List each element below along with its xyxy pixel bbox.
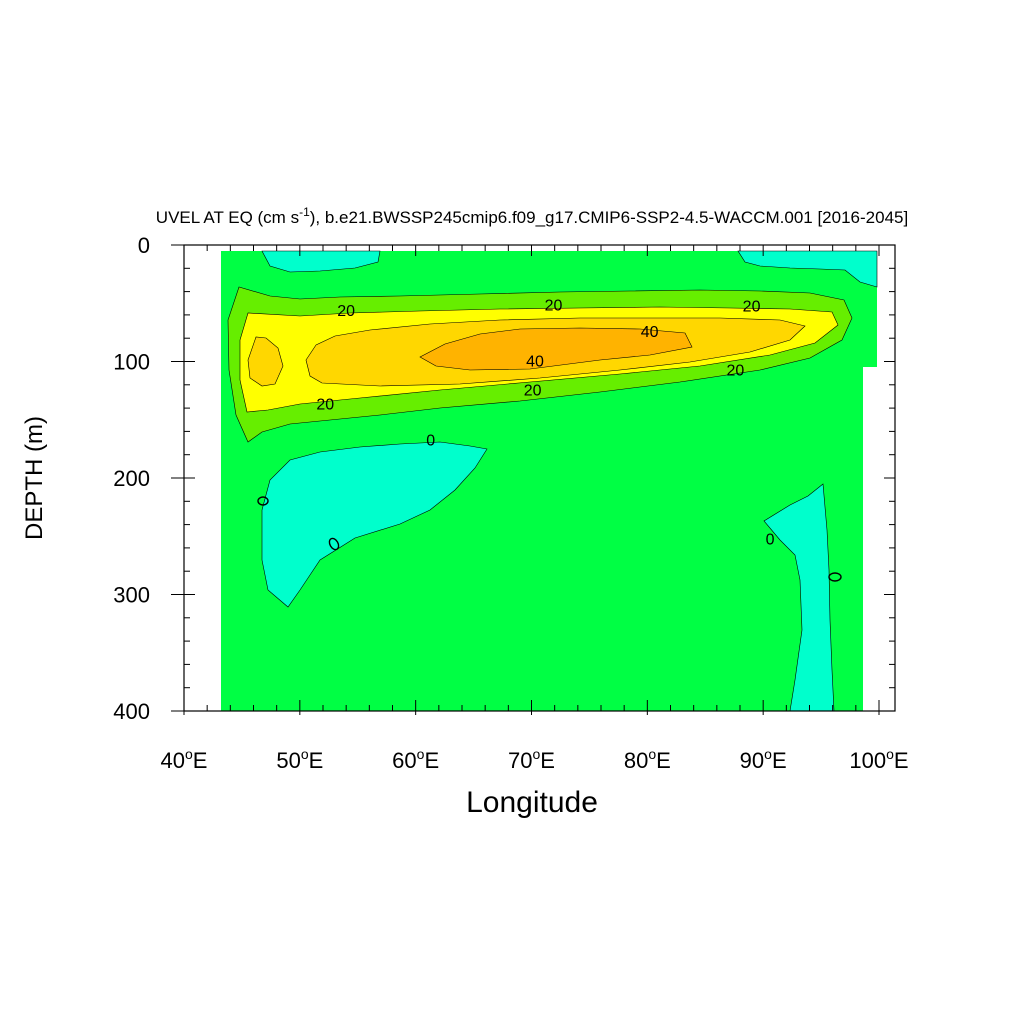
y-tick-label: 200 bbox=[113, 466, 150, 491]
chart-title: UVEL AT EQ (cm s-1), b.e21.BWSSP245cmip6… bbox=[156, 205, 908, 227]
y-tick-label: 100 bbox=[113, 350, 150, 375]
fill-region-negative-subsurface-west bbox=[261, 441, 488, 608]
contour-label: 20 bbox=[726, 363, 744, 380]
x-tick-label: 60oE bbox=[392, 746, 439, 773]
contour-label: 20 bbox=[524, 382, 542, 399]
x-axis-title: Longitude bbox=[466, 786, 598, 819]
contour-label: 20 bbox=[337, 303, 355, 320]
y-axis-title: DEPTH (m) bbox=[21, 416, 48, 540]
plot-area: 20 20 20 40 40 20 20 20 0 0 bbox=[221, 250, 878, 712]
contour-label: 40 bbox=[641, 324, 659, 341]
x-axis: 40oE 50oE 60oE 70oE 80oE 90oE 100oE bbox=[161, 245, 909, 773]
contour-ellipse-0 bbox=[257, 496, 269, 506]
y-tick-label: 300 bbox=[113, 583, 150, 608]
contour-label: 20 bbox=[316, 396, 334, 413]
x-tick-label: 100oE bbox=[849, 746, 908, 773]
title-superscript: -1 bbox=[299, 205, 310, 219]
x-tick-label: 70oE bbox=[508, 746, 555, 773]
x-tick-label: 90oE bbox=[740, 746, 787, 773]
fill-region-40-to-50 bbox=[419, 327, 693, 371]
contour-label: 20 bbox=[743, 299, 761, 316]
fill-region-negative-surface-east bbox=[737, 250, 878, 288]
contour-ellipse-0 bbox=[328, 537, 340, 551]
x-tick-label: 40oE bbox=[161, 746, 208, 773]
fill-region-negative-subsurface-east bbox=[763, 483, 835, 712]
fill-region-negative-surface-west bbox=[261, 250, 381, 273]
title-rest: ), b.e21.BWSSP245cmip6.f09_g17.CMIP6-SSP… bbox=[310, 208, 908, 227]
contour-labels: 20 20 20 40 40 20 20 20 0 0 bbox=[316, 297, 774, 548]
contour-label: 0 bbox=[766, 532, 775, 549]
contour-label: 40 bbox=[526, 353, 544, 370]
x-tick-label: 80oE bbox=[624, 746, 671, 773]
x-tick-label: 50oE bbox=[276, 746, 323, 773]
fill-region-30-to-40-west-core bbox=[247, 336, 284, 387]
title-main: UVEL AT EQ (cm s bbox=[156, 208, 299, 227]
contour-label: 0 bbox=[426, 433, 435, 450]
contour-ellipse-0 bbox=[828, 572, 842, 582]
y-tick-label: 400 bbox=[113, 699, 150, 724]
y-tick-label: 0 bbox=[138, 233, 150, 258]
contour-label: 20 bbox=[545, 297, 563, 314]
